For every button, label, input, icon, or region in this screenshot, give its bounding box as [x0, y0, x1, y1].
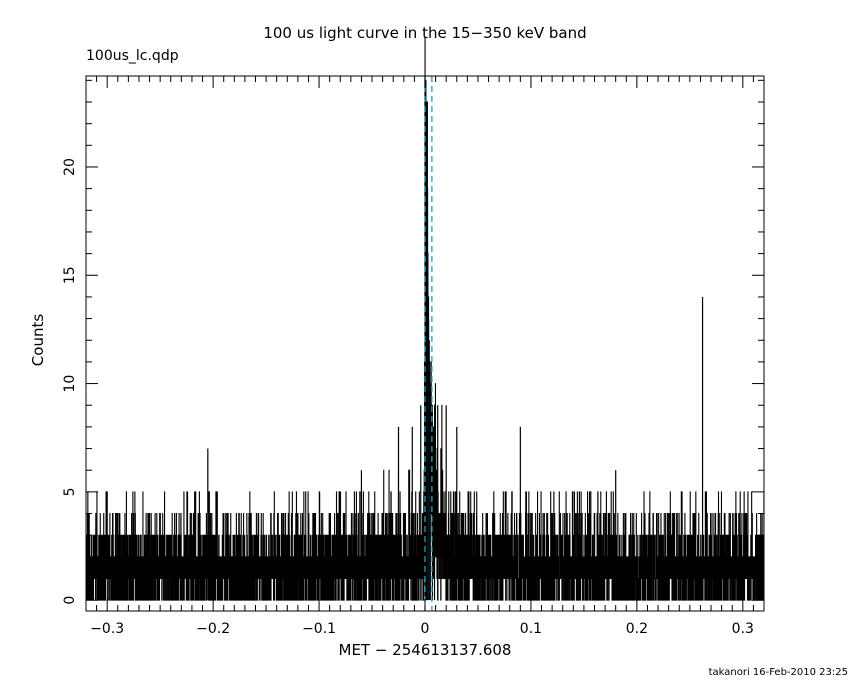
x-tick-label: −0.2: [196, 621, 230, 637]
y-tick-label: 0: [62, 596, 78, 605]
x-tick-label: −0.1: [302, 621, 336, 637]
x-tick-label: 0.1: [520, 621, 542, 637]
light-curve-highlights: [207, 80, 704, 601]
x-tick-label: 0.2: [626, 621, 648, 637]
x-tick-label: 0: [421, 621, 430, 637]
x-tick-label: 0.3: [732, 621, 754, 637]
chart-subtitle: 100us_lc.qdp: [86, 48, 179, 64]
y-tick-label: 20: [62, 158, 78, 176]
reference-lines: [424, 76, 433, 611]
x-tick-label: −0.3: [90, 621, 124, 637]
y-axis-label: Counts: [29, 314, 47, 367]
y-tick-label: 15: [62, 266, 78, 284]
plot-footer: takanori 16-Feb-2010 23:25: [709, 667, 848, 678]
y-tick-label: 10: [62, 375, 78, 393]
y-axis-ticks: 0 5 10 15 20: [62, 79, 764, 605]
x-axis-label: MET − 254613137.608: [339, 641, 512, 659]
y-tick-label: 5: [62, 487, 78, 496]
chart-title: 100 us light curve in the 15−350 keV ban…: [263, 24, 586, 42]
x-axis-ticks: −0.3 −0.2 −0.1 0 0.1 0.2 0.3: [90, 76, 754, 637]
